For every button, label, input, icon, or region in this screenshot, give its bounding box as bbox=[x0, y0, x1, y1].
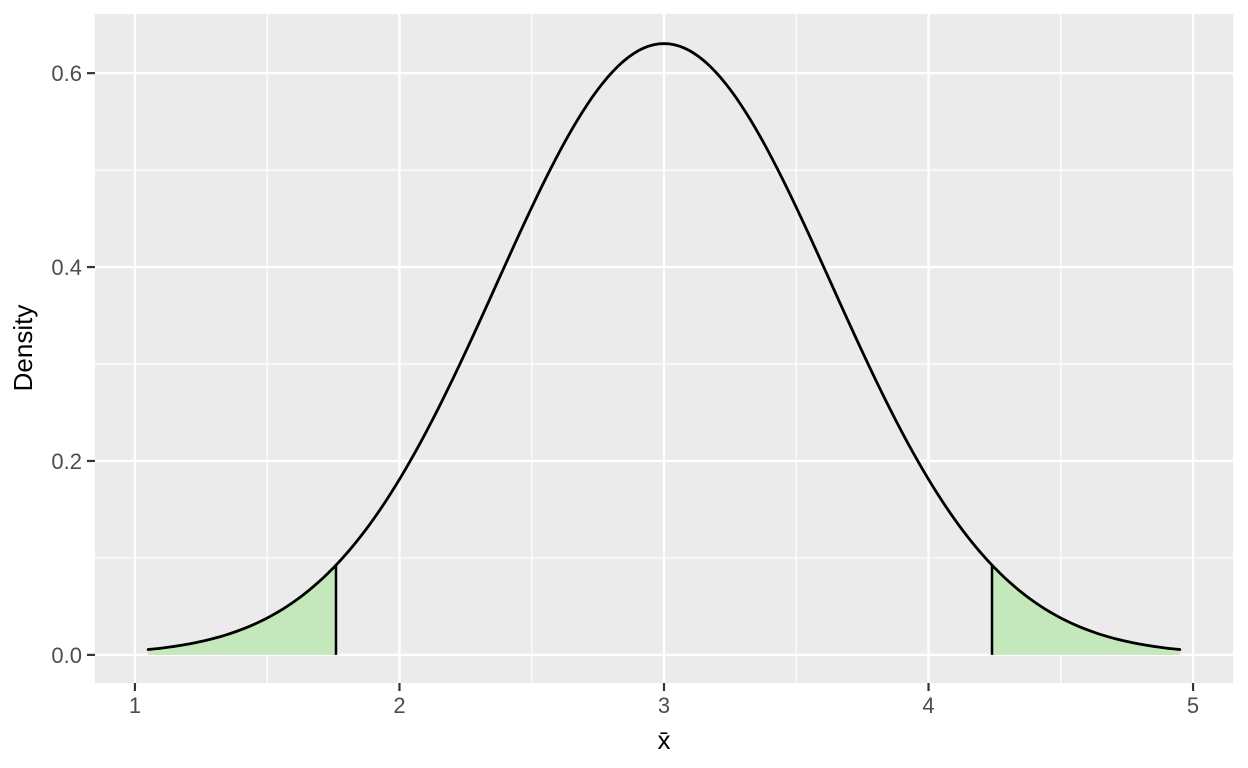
shaded-upper-tail bbox=[992, 565, 1180, 655]
y-tick-label: 0.6 bbox=[51, 61, 82, 86]
shaded-lower-tail bbox=[148, 565, 336, 655]
density-curve bbox=[146, 42, 1182, 651]
x-tick-label: 4 bbox=[922, 693, 934, 718]
y-tick-label: 0.0 bbox=[51, 643, 82, 668]
x-tick-label: 5 bbox=[1187, 693, 1199, 718]
x-tick-label: 1 bbox=[129, 693, 141, 718]
x-axis-title: x̄ bbox=[658, 725, 671, 755]
y-tick-label: 0.4 bbox=[51, 255, 82, 280]
x-tick-label: 3 bbox=[658, 693, 670, 718]
y-axis-title: Density bbox=[8, 305, 38, 392]
x-tick-label: 2 bbox=[393, 693, 405, 718]
y-tick-label: 0.2 bbox=[51, 449, 82, 474]
plot-area: 1 2 3 4 5 0.0 0.2 0.4 0.6 bbox=[51, 14, 1233, 718]
